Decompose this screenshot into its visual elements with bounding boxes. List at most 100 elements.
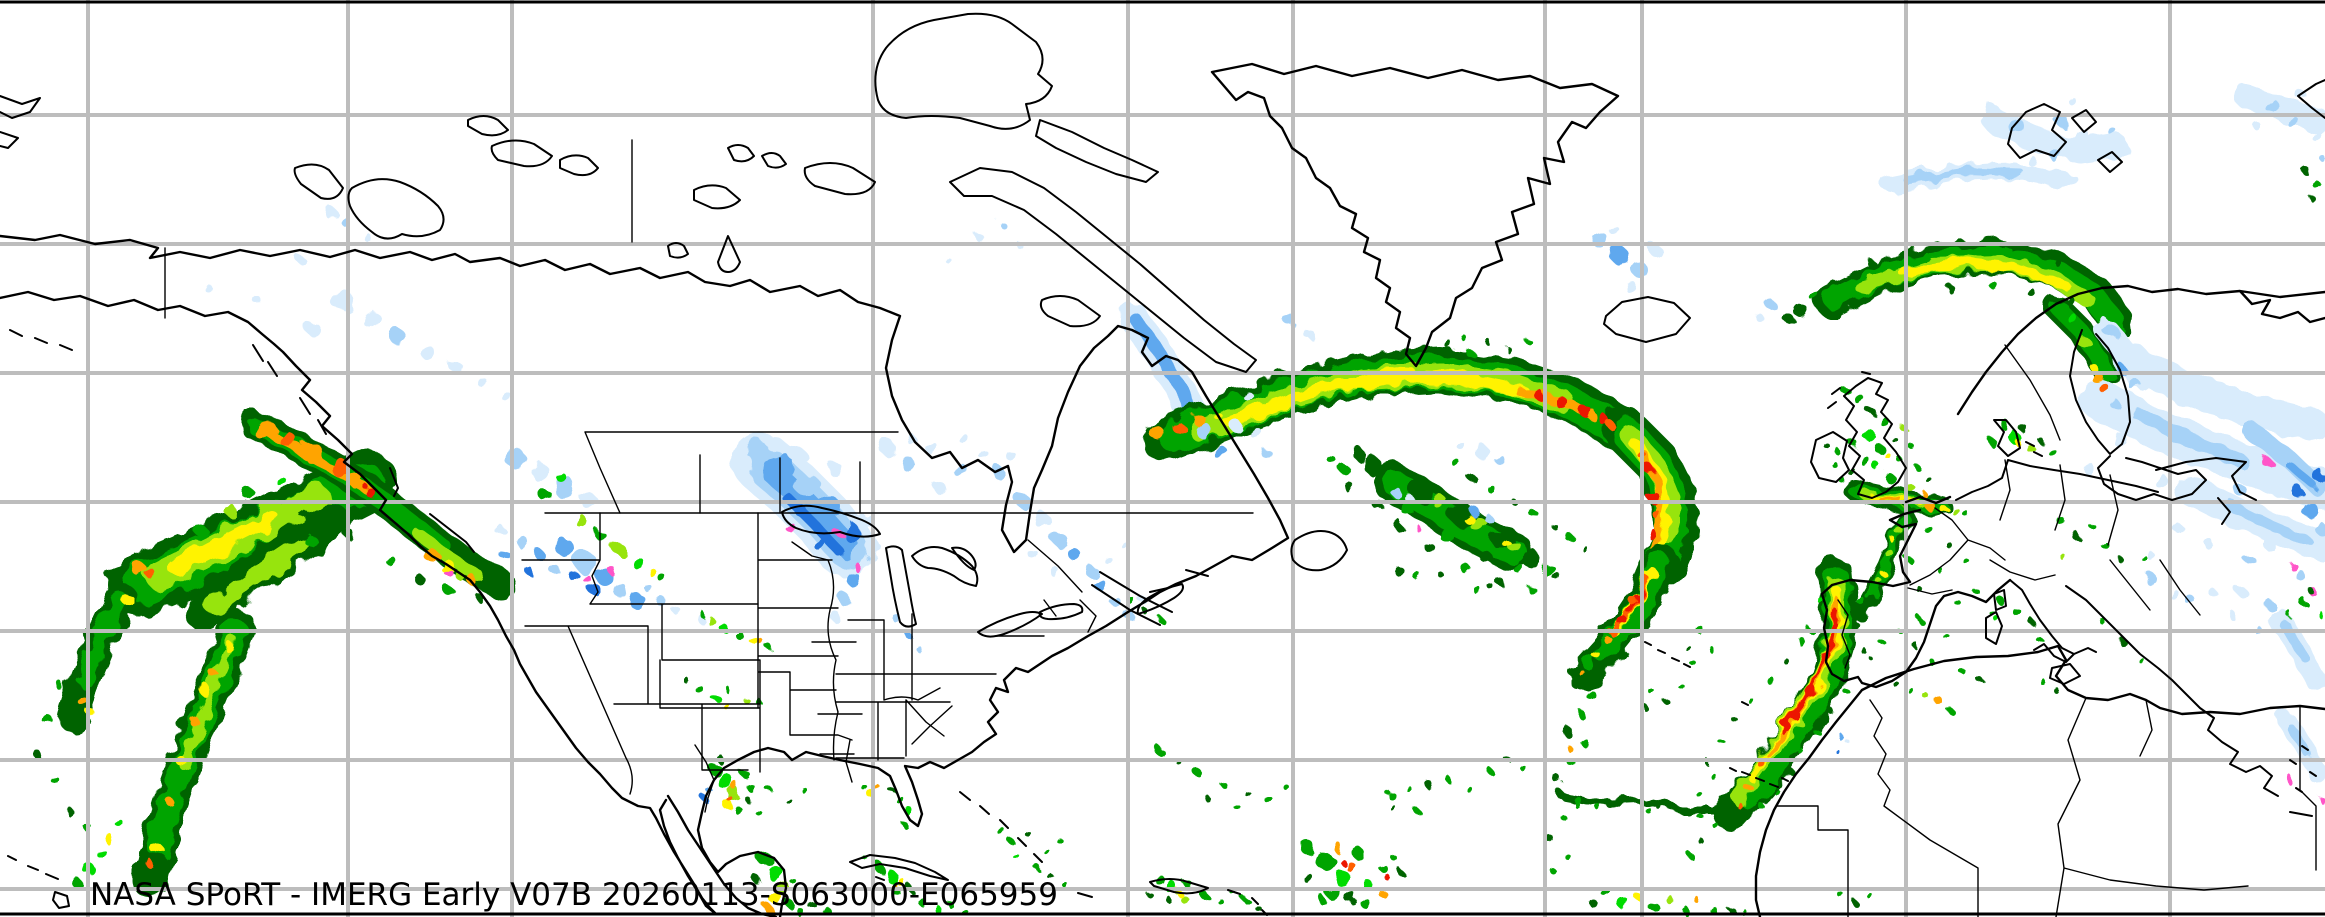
precip-cell — [1391, 487, 1401, 497]
precip-cell — [1526, 584, 1534, 592]
precip-cell — [2292, 486, 2304, 498]
precip-cell — [2286, 115, 2298, 127]
precip-cell — [734, 806, 742, 814]
precip-cell — [1688, 853, 1694, 859]
precip-cell — [1953, 598, 1959, 604]
precip-cell — [95, 847, 105, 857]
precip-cell — [745, 797, 751, 803]
precip-cell — [2037, 437, 2043, 443]
precip-cell — [755, 809, 761, 815]
precip-cell — [574, 514, 586, 526]
precip-cell — [1696, 899, 1702, 905]
precip-cell — [1249, 426, 1261, 438]
precip-cell — [722, 799, 732, 809]
precip-cell — [1607, 223, 1617, 233]
precip-cell — [2236, 85, 2248, 97]
precip-cell — [1386, 474, 1398, 486]
precip-cell — [1648, 688, 1654, 694]
precip-cell — [202, 282, 210, 290]
precip-cell — [794, 472, 818, 496]
precip-cell — [2316, 524, 2325, 536]
precip-band — [1902, 167, 2025, 185]
coastline-banks-island — [293, 163, 344, 200]
precip-cell — [2113, 433, 2127, 447]
precip-cell — [385, 555, 395, 565]
precip-cell — [1025, 831, 1031, 837]
precip-cell — [2265, 600, 2275, 610]
precip-cell — [1926, 477, 1932, 483]
precip-cell — [1049, 875, 1055, 881]
coastline-baffin-island — [949, 167, 1257, 373]
precip-cell — [1304, 874, 1314, 884]
precip-cell — [951, 461, 965, 475]
precip-cell — [2319, 797, 2325, 803]
precip-cell — [2316, 610, 2322, 616]
precip-cell — [1645, 527, 1655, 537]
precip-cell — [1908, 443, 1914, 449]
precip-cell — [1926, 246, 1934, 254]
precip-cell — [1798, 748, 1804, 754]
precip-cell — [361, 309, 379, 327]
precip-cell — [420, 345, 434, 359]
precip-cell — [1035, 865, 1041, 871]
coastline-parry-islands — [467, 115, 599, 177]
precip-cell — [1581, 655, 1595, 669]
precip-cell — [2265, 99, 2279, 113]
precip-cell — [224, 504, 236, 516]
coastline-newfoundland — [1290, 530, 1348, 572]
precip-cell — [2228, 611, 2236, 619]
precip-cell — [696, 686, 704, 694]
precip-cell — [726, 688, 732, 694]
precip-cell — [2028, 618, 2034, 624]
precip-cell — [655, 595, 665, 605]
precip-cell — [2108, 127, 2116, 135]
precip-cell — [1264, 795, 1272, 803]
precip-cell — [736, 632, 744, 640]
coastline-panhandle-islands — [9, 329, 475, 553]
precip-cell — [1050, 567, 1060, 577]
precip-cell — [1219, 780, 1225, 786]
map-caption: NASA SPoRT - IMERG Early V07B 20260113-S… — [90, 877, 1058, 913]
precip-cell — [1938, 568, 1944, 574]
precip-cell — [164, 796, 172, 804]
lake-superior — [781, 504, 881, 538]
precip-cell — [767, 787, 773, 793]
precip-cell — [539, 489, 551, 501]
precip-cell — [526, 568, 534, 576]
precip-cell — [1551, 869, 1557, 875]
precip-cell — [1693, 663, 1699, 669]
precip-cell — [770, 455, 796, 481]
precip-cell — [803, 789, 809, 795]
precip-cell — [2264, 539, 2276, 551]
precip-cell — [1562, 726, 1572, 736]
precip-cell — [1528, 508, 1536, 516]
precip-cell — [1460, 334, 1466, 340]
precip-cell — [450, 361, 462, 373]
precip-cell — [1579, 405, 1591, 417]
precip-cell — [2090, 364, 2098, 372]
precip-cell — [1828, 708, 1834, 714]
precip-cell — [2110, 399, 2120, 409]
precip-cell — [901, 821, 907, 827]
precip-cell — [2146, 551, 2154, 559]
precip-cell — [1868, 894, 1874, 900]
precip-cell — [865, 858, 871, 864]
precip-cell — [1726, 904, 1732, 910]
precip-cell — [1255, 905, 1261, 911]
border-rio-grande — [694, 744, 715, 813]
coastline-ellesmere-island — [874, 12, 1159, 183]
precip-cell — [1947, 543, 1953, 549]
coastline-st-lawrence — [1091, 569, 1209, 626]
precip-cell — [2308, 588, 2314, 594]
precip-cell — [144, 858, 152, 866]
precip-cell — [2139, 553, 2145, 559]
coastline-iceland — [1603, 296, 1691, 343]
precip-cell — [876, 786, 882, 792]
precip-cell — [1988, 280, 1996, 288]
lake-erie — [977, 611, 1043, 638]
precip-cell — [999, 221, 1005, 227]
precip-cell — [514, 534, 526, 546]
precip-cell — [785, 797, 791, 803]
precip-cell — [211, 671, 219, 679]
precip-cell — [2054, 688, 2060, 694]
